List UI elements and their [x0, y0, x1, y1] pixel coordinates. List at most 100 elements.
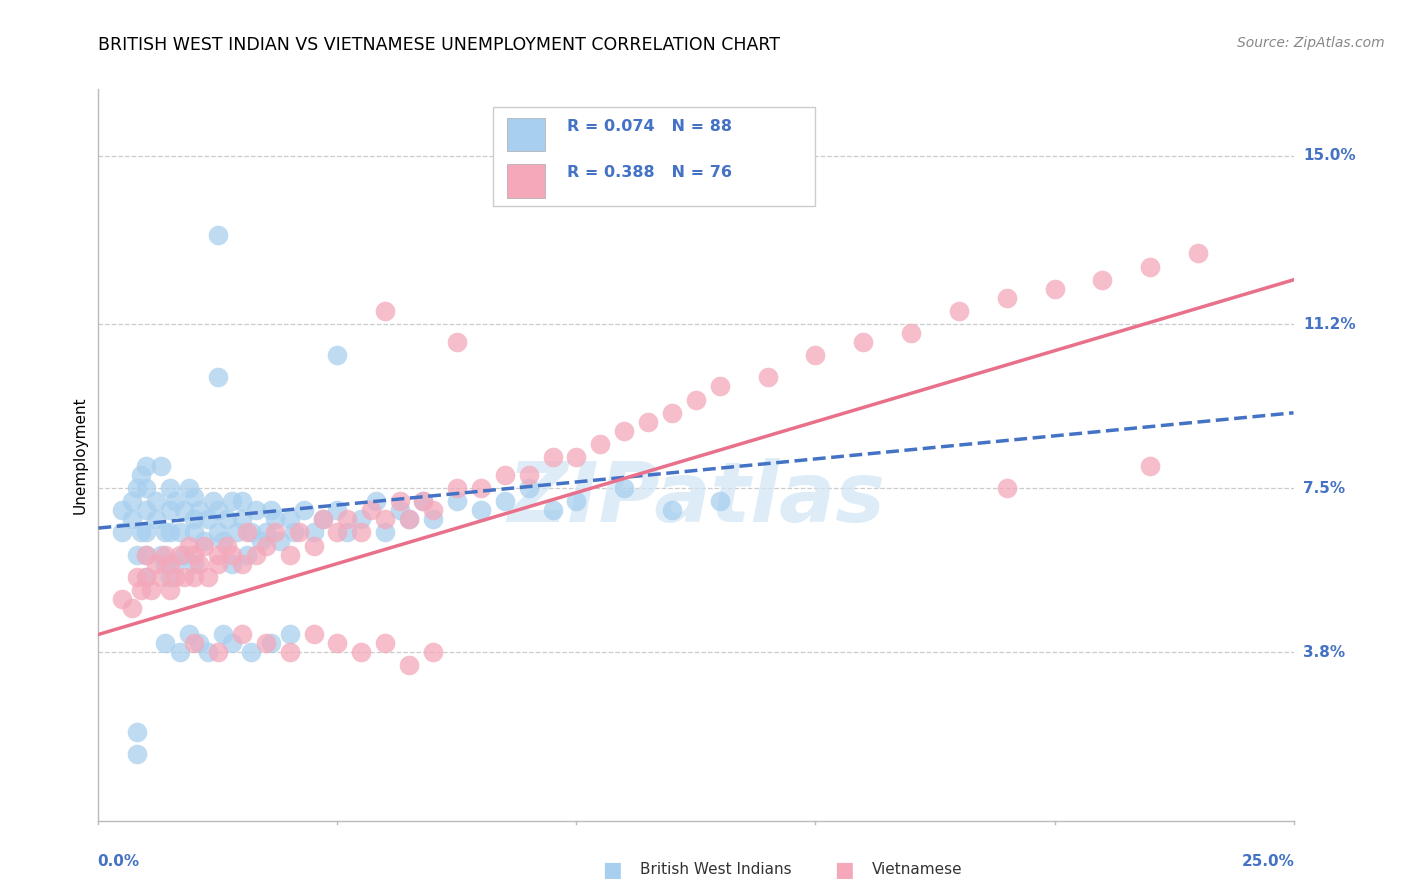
Text: ■: ■ [602, 860, 621, 880]
Point [135, 481, 157, 495]
Point [326, 348, 349, 362]
Point [613, 424, 636, 438]
Point [183, 557, 205, 571]
Point [173, 548, 195, 562]
Point [374, 512, 396, 526]
Point [145, 557, 167, 571]
Point [804, 348, 827, 362]
Point [125, 548, 148, 562]
Point [278, 512, 301, 526]
Point [231, 627, 253, 641]
Point [211, 534, 233, 549]
Point [995, 481, 1018, 495]
Point [446, 481, 468, 495]
Text: Source: ZipAtlas.com: Source: ZipAtlas.com [1237, 36, 1385, 50]
Point [183, 490, 205, 504]
Point [470, 503, 492, 517]
Point [173, 503, 195, 517]
Point [131, 525, 153, 540]
Text: BRITISH WEST INDIAN VS VIETNAMESE UNEMPLOYMENT CORRELATION CHART: BRITISH WEST INDIAN VS VIETNAMESE UNEMPL… [98, 36, 780, 54]
Point [207, 370, 229, 384]
Point [302, 539, 325, 553]
Point [217, 539, 239, 553]
Point [292, 503, 315, 517]
Point [589, 437, 612, 451]
Point [207, 548, 229, 562]
Point [159, 570, 181, 584]
Point [264, 512, 287, 526]
Point [125, 747, 148, 761]
Point [207, 503, 229, 517]
Point [149, 548, 172, 562]
Point [169, 525, 191, 540]
Point [179, 539, 201, 553]
Point [211, 627, 233, 641]
Point [221, 557, 243, 571]
Point [111, 592, 134, 607]
Point [207, 228, 229, 243]
Point [374, 303, 396, 318]
Point [183, 548, 205, 562]
Point [350, 645, 373, 659]
Point [494, 467, 516, 482]
Point [183, 512, 205, 526]
Point [661, 406, 683, 420]
Point [948, 303, 970, 318]
Bar [508, 164, 546, 198]
Point [155, 548, 177, 562]
Text: 0.0%: 0.0% [97, 854, 139, 869]
Point [565, 450, 588, 464]
Point [155, 557, 177, 571]
Point [517, 467, 540, 482]
Point [398, 512, 420, 526]
Point [240, 645, 263, 659]
Bar [508, 118, 546, 152]
Point [207, 525, 229, 540]
Point [163, 570, 186, 584]
Point [254, 539, 277, 553]
Point [637, 415, 659, 429]
Point [336, 525, 359, 540]
Point [159, 481, 181, 495]
Point [183, 636, 205, 650]
Point [207, 645, 229, 659]
Point [231, 494, 253, 508]
Point [183, 570, 205, 584]
Point [159, 525, 181, 540]
Point [250, 534, 273, 549]
Point [685, 392, 707, 407]
Point [125, 570, 148, 584]
Point [197, 645, 219, 659]
Point [139, 583, 162, 598]
Point [259, 636, 281, 650]
Point [756, 370, 779, 384]
Point [135, 570, 157, 584]
Point [159, 583, 181, 598]
Text: 25.0%: 25.0% [1241, 854, 1295, 869]
Point [179, 627, 201, 641]
Point [709, 494, 731, 508]
Point [613, 481, 636, 495]
Point [422, 645, 444, 659]
Point [278, 627, 301, 641]
Point [517, 481, 540, 495]
Text: 15.0%: 15.0% [1303, 148, 1355, 163]
Point [470, 481, 492, 495]
Point [541, 503, 564, 517]
Point [217, 512, 239, 526]
Point [135, 503, 157, 517]
Text: R = 0.388   N = 76: R = 0.388 N = 76 [567, 165, 733, 180]
Point [541, 450, 564, 464]
Point [302, 627, 325, 641]
Point [159, 557, 181, 571]
Point [283, 525, 305, 540]
Point [364, 494, 387, 508]
Text: ■: ■ [834, 860, 853, 880]
Point [155, 525, 177, 540]
Point [125, 481, 148, 495]
Point [121, 494, 143, 508]
Point [111, 503, 134, 517]
Text: 11.2%: 11.2% [1303, 317, 1355, 332]
Point [1187, 246, 1209, 260]
Point [179, 481, 201, 495]
